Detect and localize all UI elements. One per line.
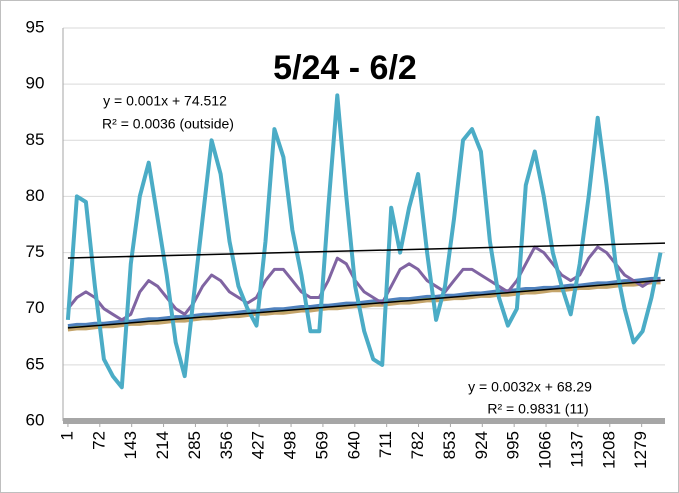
series-line	[65, 93, 663, 390]
x-tick-label: 498	[281, 431, 300, 459]
trend-r2: R² = 0.9831 (11)	[487, 401, 588, 417]
x-tick-label: 1066	[536, 431, 555, 469]
y-tick-label: 80	[26, 186, 45, 205]
trend-equation: y = 0.0032x + 68.29	[468, 379, 592, 395]
y-tick-label: 95	[26, 17, 45, 36]
x-tick-label: 1137	[567, 431, 586, 468]
trend-equation: y = 0.001x + 74.512	[103, 93, 227, 109]
x-tick-label: 924	[472, 431, 491, 459]
x-tick-label: 214	[153, 431, 172, 459]
y-tick-label: 90	[26, 74, 45, 93]
trend-line	[67, 279, 666, 329]
x-tick-label: 143	[121, 431, 140, 459]
x-tick-label: 853	[440, 431, 459, 459]
x-tick-label: 995	[504, 431, 523, 459]
trend-line	[67, 242, 666, 259]
x-tick-label: 640	[344, 431, 363, 459]
chart-title: 5/24 - 6/2	[273, 49, 417, 87]
y-tick-label: 70	[26, 298, 45, 317]
x-tick-label: 72	[89, 431, 108, 450]
x-tick-label: 285	[185, 431, 204, 459]
y-tick-label: 85	[26, 130, 45, 149]
x-tick-label: 711	[376, 431, 395, 458]
x-tick-label: 569	[312, 431, 331, 459]
y-tick-label: 65	[26, 354, 45, 373]
x-tick-label: 1279	[631, 431, 650, 469]
trend-r2: R² = 0.0036 (outside)	[102, 116, 234, 132]
y-tick-label: 75	[26, 242, 45, 261]
series-line	[66, 245, 661, 322]
x-tick-label: 356	[217, 431, 236, 459]
x-tick-label: 782	[408, 431, 427, 459]
x-tick-label: 1208	[599, 431, 618, 469]
x-tick-label: 1	[57, 431, 76, 440]
y-tick-label: 60	[26, 410, 45, 429]
x-tick-label: 427	[249, 431, 268, 459]
